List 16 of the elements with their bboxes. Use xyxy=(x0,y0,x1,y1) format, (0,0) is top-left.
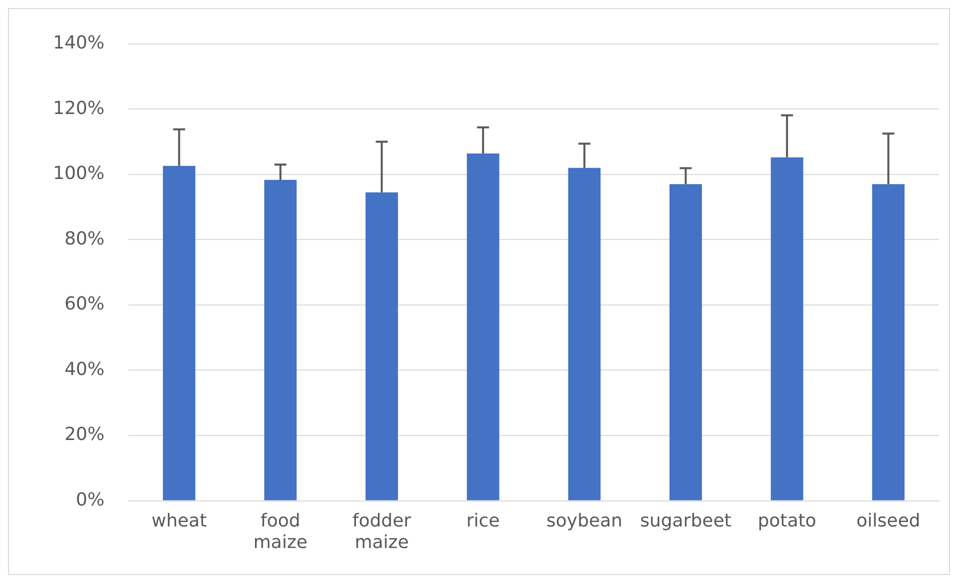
x-tick-label: potato xyxy=(758,510,816,532)
x-tick-label: soybean xyxy=(546,510,622,532)
y-tick-label: 80% xyxy=(64,228,104,250)
x-tick-label: sugarbeet xyxy=(640,510,732,532)
x-tick-label: wheat xyxy=(151,510,207,532)
y-tick-label: 40% xyxy=(64,358,104,380)
x-tick-label: food maize xyxy=(253,510,308,553)
y-tick-label: 60% xyxy=(64,294,104,315)
y-tick-label: 140% xyxy=(52,32,104,54)
y-tick-label: 0% xyxy=(76,489,104,510)
y-tick-label: 100% xyxy=(52,163,104,184)
y-tick-label: 120% xyxy=(52,98,104,119)
x-tick-label: rice xyxy=(466,510,500,532)
x-tick-label: oilseed xyxy=(856,510,920,532)
x-tick-label: fodder maize xyxy=(352,510,412,553)
y-tick-label: 20% xyxy=(64,424,104,446)
